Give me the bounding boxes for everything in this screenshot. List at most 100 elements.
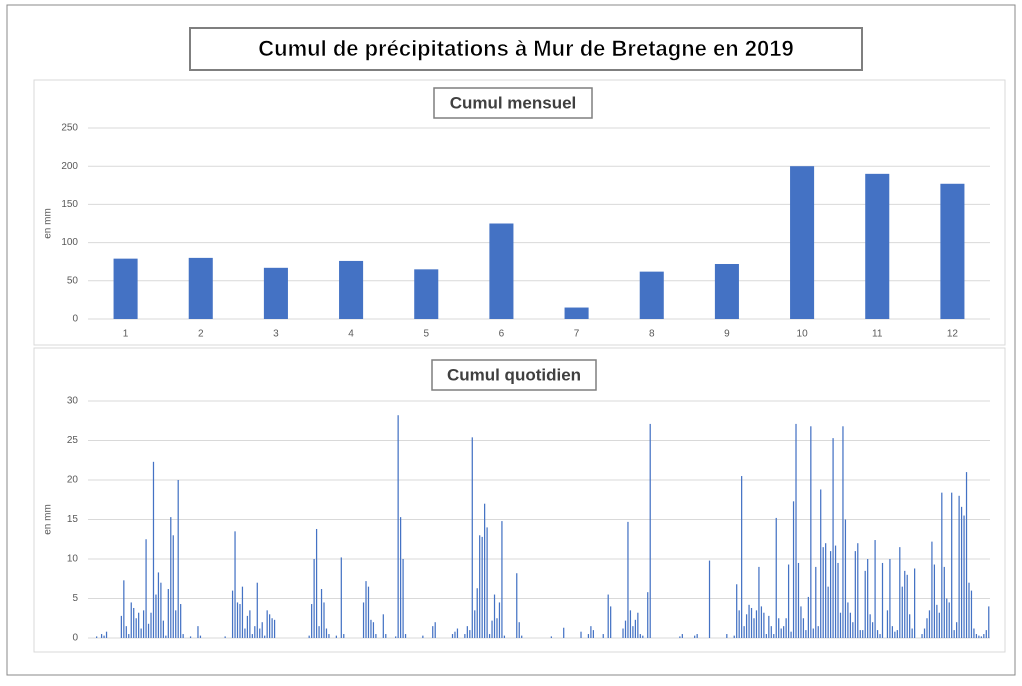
bar — [963, 515, 965, 638]
x-tick-label: 5 — [423, 329, 429, 340]
bar — [142, 610, 145, 638]
y-tick-label: 100 — [61, 237, 78, 248]
bar — [627, 521, 629, 638]
bar — [367, 586, 370, 638]
bar — [914, 568, 916, 638]
bar — [770, 626, 772, 638]
bar — [365, 581, 367, 638]
y-tick-label: 200 — [61, 161, 78, 172]
bar — [489, 223, 514, 319]
bar — [466, 626, 468, 638]
bar — [580, 631, 582, 638]
bar — [231, 590, 234, 638]
bar — [323, 602, 325, 638]
bar — [847, 602, 849, 638]
bar — [152, 461, 155, 638]
bar — [224, 636, 226, 638]
chart-title-box — [431, 359, 597, 391]
bar — [938, 612, 940, 638]
bar — [745, 614, 748, 638]
x-tick-label: 10 — [797, 329, 809, 340]
bar — [817, 626, 819, 638]
bar — [968, 582, 970, 638]
bar — [372, 622, 375, 638]
bar — [753, 618, 755, 638]
bar — [484, 503, 486, 638]
bar — [264, 635, 266, 638]
bar — [639, 271, 664, 319]
bar — [271, 618, 273, 638]
bar — [832, 438, 834, 638]
bar — [182, 634, 184, 638]
y-axis-label: en mm — [43, 504, 54, 535]
bar — [943, 566, 945, 638]
bar — [254, 626, 256, 638]
bar — [834, 545, 837, 638]
bar — [787, 564, 790, 638]
bar — [857, 543, 859, 638]
bar — [946, 598, 948, 638]
bar — [622, 628, 624, 638]
bar — [936, 604, 938, 638]
bar — [978, 635, 980, 638]
bar — [953, 630, 955, 638]
x-tick-label: 3 — [273, 329, 279, 340]
bar — [983, 634, 985, 638]
bar — [160, 582, 162, 638]
bar — [339, 260, 364, 319]
y-tick-label: 10 — [67, 554, 79, 565]
bar — [780, 628, 782, 638]
bar — [311, 604, 313, 638]
bar — [760, 606, 763, 638]
bar — [931, 541, 933, 638]
bar — [340, 557, 342, 638]
bar — [637, 612, 639, 638]
bar — [234, 531, 236, 638]
y-tick-label: 30 — [67, 396, 79, 407]
bar — [273, 619, 276, 638]
bar — [128, 634, 130, 638]
bar — [476, 588, 478, 638]
bar — [263, 267, 288, 319]
bar — [123, 580, 125, 638]
page-title: Cumul de précipitations à Mur de Bretagn… — [258, 36, 793, 61]
bar — [829, 551, 832, 638]
bar — [748, 604, 750, 638]
bar — [741, 476, 743, 638]
bar — [815, 566, 817, 638]
bar — [236, 602, 239, 638]
bar — [879, 634, 881, 638]
bar — [261, 622, 263, 638]
bar — [763, 612, 765, 638]
y-tick-label: 250 — [61, 123, 78, 134]
bar — [864, 570, 866, 638]
x-tick-label: 2 — [198, 329, 204, 340]
bar — [422, 635, 424, 638]
bar — [249, 610, 251, 638]
bar — [975, 634, 978, 638]
x-tick-label: 6 — [499, 329, 505, 340]
bar — [899, 547, 901, 638]
bar — [649, 423, 651, 638]
bar — [810, 426, 812, 638]
bar — [488, 634, 491, 638]
bar — [862, 630, 864, 638]
bar — [901, 586, 903, 638]
bar — [496, 618, 498, 638]
bar — [797, 562, 800, 638]
bar — [714, 263, 739, 319]
bar — [768, 615, 770, 638]
bar — [120, 615, 122, 638]
bar — [318, 626, 320, 638]
bar — [928, 610, 931, 638]
bar — [399, 517, 402, 638]
bar — [867, 559, 869, 638]
bar — [795, 423, 797, 638]
bar — [820, 489, 822, 638]
y-tick-label: 150 — [61, 199, 78, 210]
bar — [923, 628, 926, 638]
bar — [397, 415, 399, 638]
bar — [889, 559, 891, 638]
bar — [973, 628, 975, 638]
bar — [587, 634, 590, 638]
